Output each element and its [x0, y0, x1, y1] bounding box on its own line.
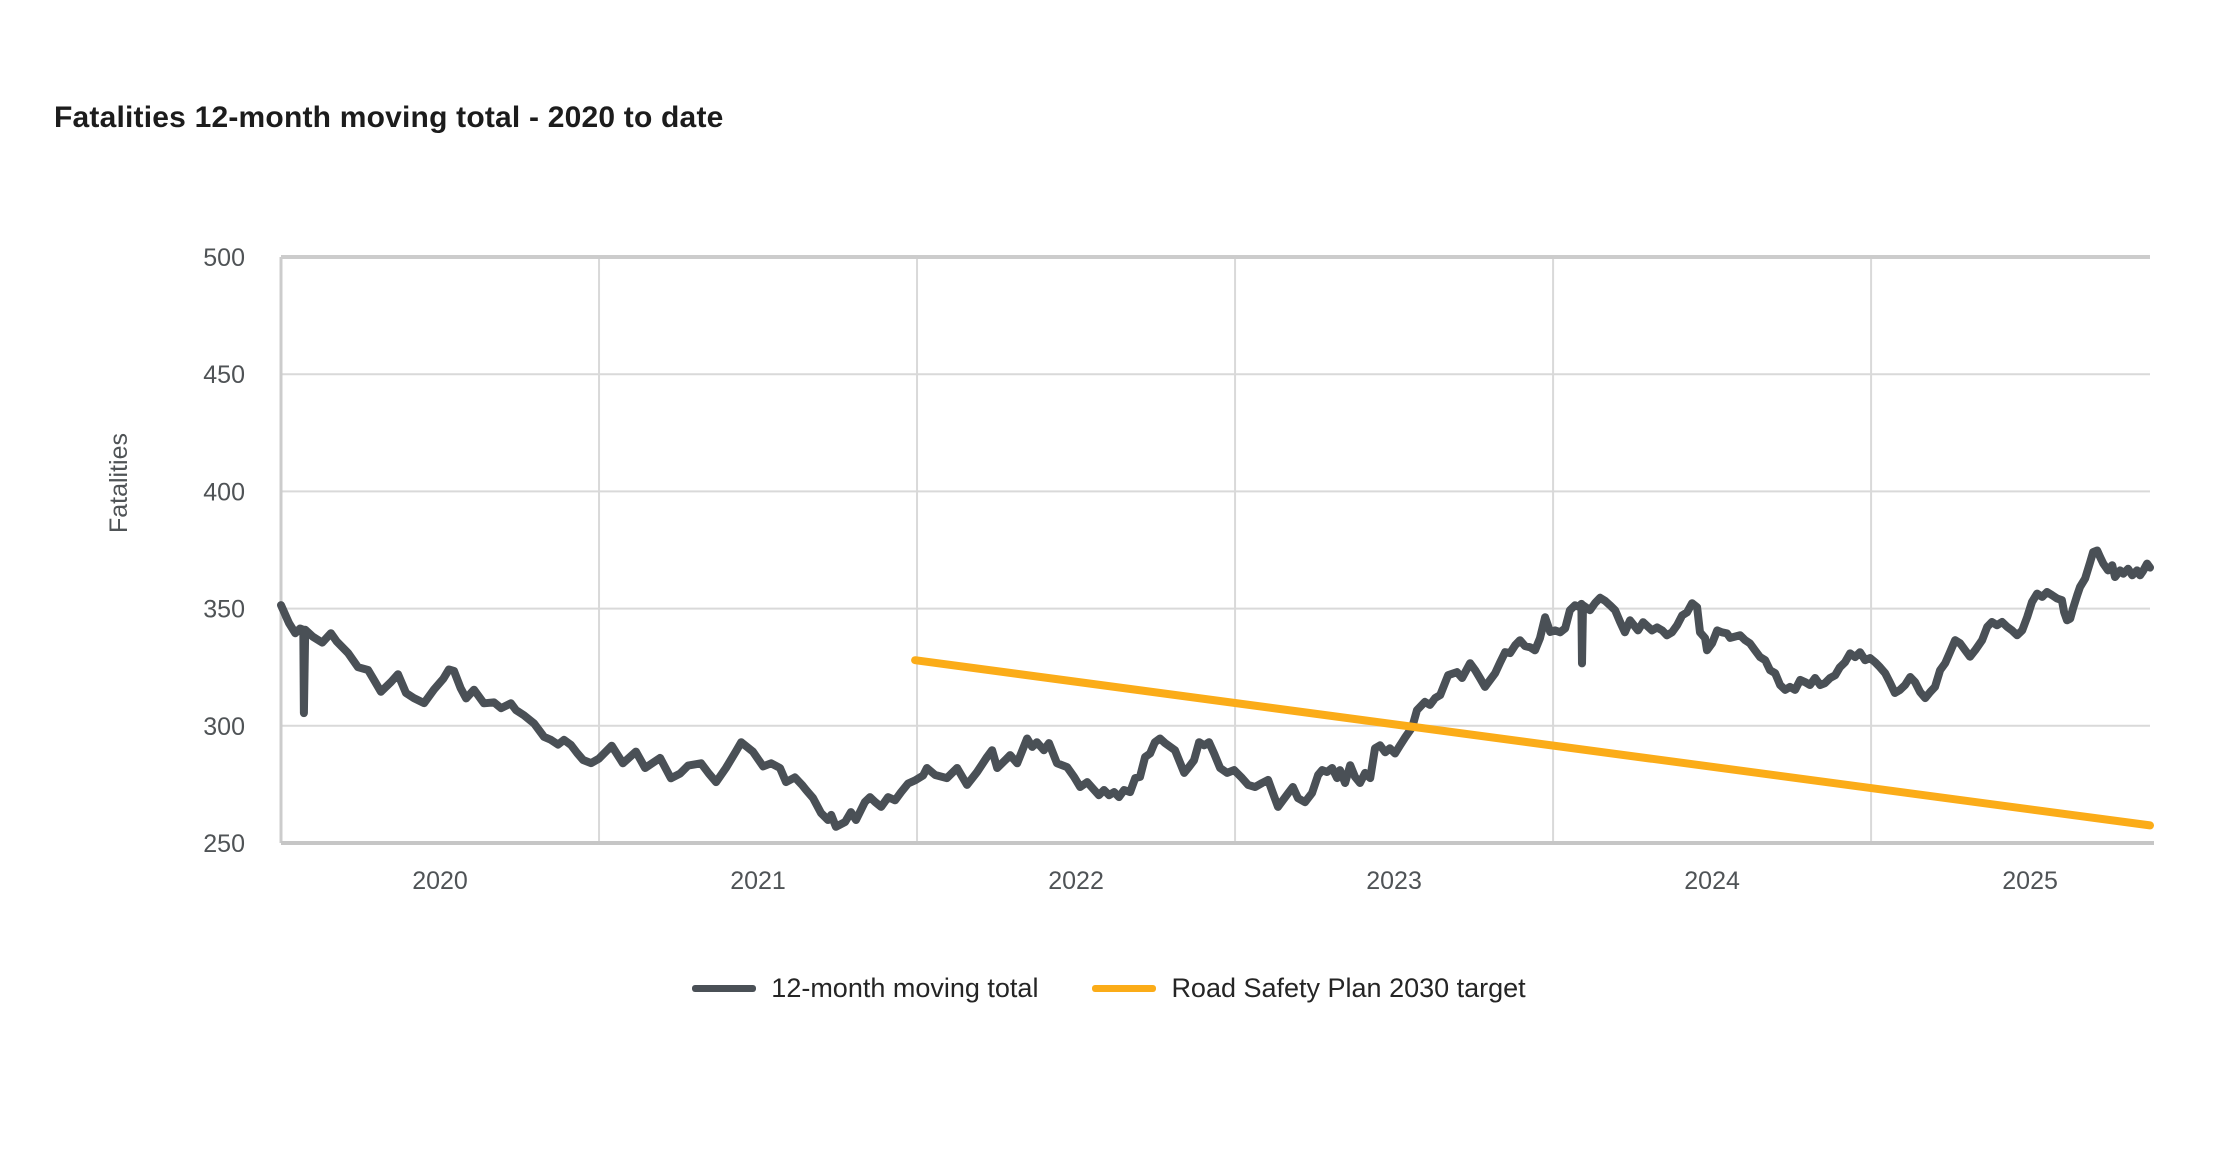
legend-item-target[interactable]: Road Safety Plan 2030 target — [1092, 972, 1526, 1004]
x-tick-label: 2023 — [1366, 867, 1422, 895]
legend-label-moving-total: 12-month moving total — [771, 972, 1039, 1003]
y-tick-label: 250 — [203, 830, 245, 858]
x-tick-label: 2024 — [1684, 867, 1740, 895]
x-tick-label: 2020 — [412, 867, 468, 895]
y-tick-label: 350 — [203, 596, 245, 624]
legend-label-target: Road Safety Plan 2030 target — [1171, 972, 1526, 1003]
legend-item-moving-total[interactable]: 12-month moving total — [692, 973, 1038, 1004]
chart-title: Fatalities 12-month moving total - 2020 … — [54, 101, 724, 134]
y-axis-title: Fatalities — [105, 433, 133, 533]
target-line-swatch — [1092, 984, 1157, 992]
y-tick-label: 400 — [203, 478, 245, 506]
y-tick-label: 500 — [203, 244, 245, 272]
x-tick-label: 2022 — [1048, 867, 1104, 895]
x-tick-label: 2021 — [730, 867, 786, 895]
series-moving-total — [277, 546, 2154, 831]
legend: 12-month moving total Road Safety Plan 2… — [0, 962, 2218, 1014]
y-tick-label: 450 — [203, 361, 245, 389]
series-target — [911, 656, 2154, 830]
y-tick-label: 300 — [203, 713, 245, 741]
x-tick-label: 2025 — [2002, 867, 2058, 895]
moving-total-line-swatch — [692, 984, 757, 992]
